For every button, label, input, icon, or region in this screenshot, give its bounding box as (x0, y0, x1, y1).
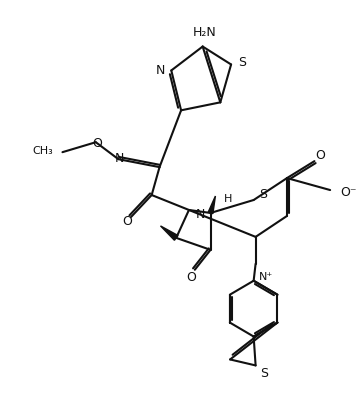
Text: O: O (92, 137, 102, 150)
Text: N: N (196, 208, 205, 222)
Text: N: N (114, 152, 124, 165)
Text: S: S (238, 56, 246, 69)
Text: N: N (156, 64, 165, 77)
Text: H₂N: H₂N (193, 26, 216, 39)
Text: N⁺: N⁺ (258, 272, 273, 282)
Polygon shape (161, 226, 178, 240)
Text: O: O (122, 216, 132, 229)
Text: O⁻: O⁻ (340, 185, 356, 199)
Text: S: S (260, 187, 267, 201)
Text: S: S (261, 367, 269, 380)
Text: O: O (186, 271, 196, 284)
Text: O: O (315, 149, 325, 162)
Text: CH₃: CH₃ (32, 146, 53, 156)
Polygon shape (208, 196, 215, 214)
Text: H: H (224, 194, 233, 204)
